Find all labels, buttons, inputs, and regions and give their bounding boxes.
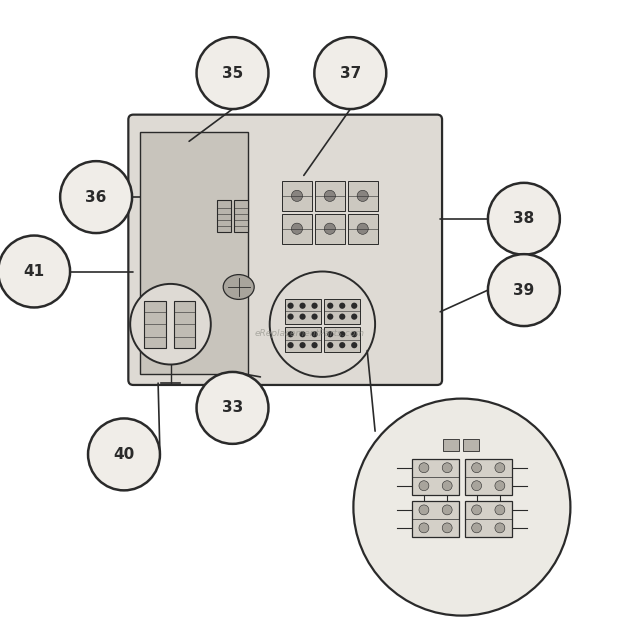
FancyBboxPatch shape <box>217 200 231 232</box>
Circle shape <box>442 523 452 533</box>
FancyBboxPatch shape <box>324 299 360 324</box>
FancyBboxPatch shape <box>324 328 360 352</box>
Circle shape <box>351 342 357 349</box>
Circle shape <box>88 418 160 490</box>
FancyBboxPatch shape <box>174 301 195 348</box>
Circle shape <box>357 190 368 202</box>
Circle shape <box>495 523 505 533</box>
Circle shape <box>324 190 335 202</box>
Text: 39: 39 <box>513 282 534 298</box>
Circle shape <box>339 331 345 337</box>
Circle shape <box>495 505 505 515</box>
Circle shape <box>442 481 452 490</box>
Circle shape <box>60 161 132 233</box>
Circle shape <box>291 190 303 202</box>
Circle shape <box>351 314 357 320</box>
Circle shape <box>351 331 357 337</box>
FancyBboxPatch shape <box>412 501 459 537</box>
Circle shape <box>419 523 429 533</box>
Circle shape <box>299 331 306 337</box>
FancyBboxPatch shape <box>285 328 321 352</box>
FancyBboxPatch shape <box>128 114 442 385</box>
FancyBboxPatch shape <box>285 299 321 324</box>
Circle shape <box>291 223 303 234</box>
Circle shape <box>311 342 317 349</box>
Circle shape <box>327 303 334 309</box>
Circle shape <box>419 463 429 473</box>
Text: 35: 35 <box>222 66 243 81</box>
Circle shape <box>472 505 482 515</box>
FancyBboxPatch shape <box>282 214 312 244</box>
Circle shape <box>130 284 211 364</box>
Circle shape <box>488 183 560 255</box>
FancyBboxPatch shape <box>412 459 459 495</box>
Circle shape <box>0 235 70 307</box>
Circle shape <box>288 342 294 349</box>
FancyBboxPatch shape <box>315 214 345 244</box>
Circle shape <box>299 303 306 309</box>
Circle shape <box>311 314 317 320</box>
Circle shape <box>339 314 345 320</box>
Circle shape <box>197 37 268 109</box>
Circle shape <box>442 463 452 473</box>
Circle shape <box>288 303 294 309</box>
Text: 40: 40 <box>113 447 135 462</box>
FancyBboxPatch shape <box>348 214 378 244</box>
FancyBboxPatch shape <box>465 459 512 495</box>
Circle shape <box>327 314 334 320</box>
Text: 38: 38 <box>513 211 534 226</box>
Circle shape <box>327 342 334 349</box>
FancyBboxPatch shape <box>282 181 312 211</box>
Ellipse shape <box>223 275 254 300</box>
Circle shape <box>357 223 368 234</box>
FancyBboxPatch shape <box>234 200 248 232</box>
Circle shape <box>288 331 294 337</box>
Circle shape <box>299 342 306 349</box>
Text: 33: 33 <box>222 401 243 415</box>
Text: eReplacementParts.com: eReplacementParts.com <box>255 329 365 338</box>
Circle shape <box>324 223 335 234</box>
Circle shape <box>314 37 386 109</box>
Circle shape <box>495 463 505 473</box>
Circle shape <box>299 314 306 320</box>
Circle shape <box>419 481 429 490</box>
Circle shape <box>442 505 452 515</box>
Circle shape <box>197 372 268 444</box>
Circle shape <box>339 342 345 349</box>
FancyBboxPatch shape <box>443 439 459 452</box>
FancyBboxPatch shape <box>465 501 512 537</box>
Circle shape <box>353 399 570 616</box>
Text: 37: 37 <box>340 66 361 81</box>
Circle shape <box>288 314 294 320</box>
Circle shape <box>495 481 505 490</box>
FancyBboxPatch shape <box>144 301 166 348</box>
Circle shape <box>472 523 482 533</box>
FancyBboxPatch shape <box>348 181 378 211</box>
Circle shape <box>311 303 317 309</box>
FancyBboxPatch shape <box>463 439 479 452</box>
Circle shape <box>488 254 560 326</box>
Circle shape <box>270 272 375 377</box>
Circle shape <box>472 481 482 490</box>
Circle shape <box>472 463 482 473</box>
FancyBboxPatch shape <box>315 181 345 211</box>
FancyBboxPatch shape <box>140 132 248 374</box>
Circle shape <box>419 505 429 515</box>
Circle shape <box>339 303 345 309</box>
Circle shape <box>327 331 334 337</box>
Text: 41: 41 <box>24 264 45 279</box>
Text: 36: 36 <box>86 190 107 205</box>
Circle shape <box>311 331 317 337</box>
Circle shape <box>351 303 357 309</box>
